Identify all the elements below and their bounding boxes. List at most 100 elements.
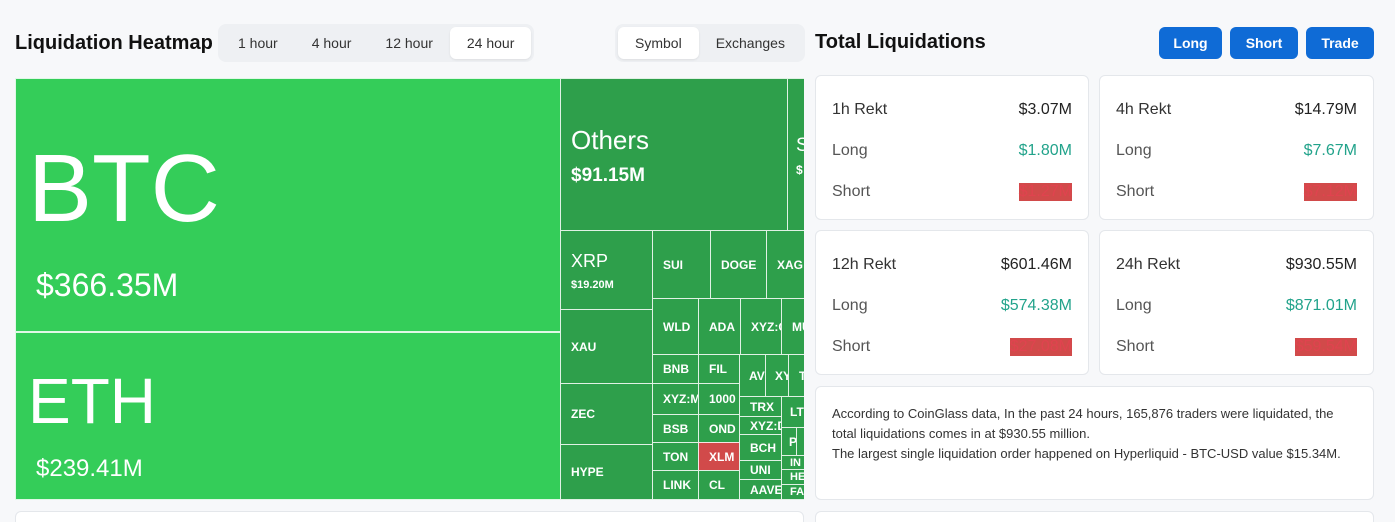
- tile-value: $366.35M: [36, 267, 179, 303]
- tile-symbol: DOGE: [721, 257, 757, 272]
- treemap-tile-aave[interactable]: AAVE: [739, 479, 782, 500]
- tile-value: $239.41M: [36, 455, 143, 482]
- tile-symbol: OND: [709, 421, 736, 436]
- tile-symbol: XYZ:C: [751, 319, 781, 334]
- treemap-tile-wld[interactable]: WLD: [652, 298, 699, 355]
- view-option-exchanges[interactable]: Exchanges: [715, 35, 785, 51]
- tile-value: $19.20M: [571, 279, 614, 291]
- card-long-label: Long: [1116, 142, 1152, 159]
- time-range-selector: 1 hour 4 hour 12 hour 24 hour: [218, 24, 535, 62]
- tile-symbol: IN: [790, 456, 801, 469]
- card-total: $601.46M: [1000, 256, 1072, 273]
- tile-symbol: WLD: [663, 319, 691, 334]
- treemap-tile-trx[interactable]: TRX: [739, 396, 782, 417]
- card-period: 1h Rekt: [832, 101, 888, 118]
- treemap-tile-doge[interactable]: DOGE: [710, 230, 767, 299]
- stats-card-12h: 12h Rekt $601.46M Long $574.38M Short $27.0…: [815, 230, 1089, 375]
- treemap-tile-p[interactable]: P: [781, 427, 797, 456]
- treemap-tile-link[interactable]: LINK: [652, 470, 699, 500]
- tile-symbol: MU: [792, 319, 804, 334]
- card-short-label: Short: [1116, 338, 1155, 355]
- trade-button[interactable]: Trade: [1306, 27, 1374, 59]
- tile-symbol: Others: [571, 125, 650, 155]
- tile-symbol: LTC: [790, 405, 804, 419]
- card-period: 24h Rekt: [1116, 256, 1181, 273]
- time-option-1h[interactable]: 1 hour: [238, 35, 278, 51]
- stats-card-4h: 4h Rekt $14.79M Long $7.67M Short $7.12M: [1099, 75, 1374, 220]
- summary-text-line1: According to CoinGlass data, In the past…: [832, 406, 1334, 441]
- treemap-tile-1000[interactable]: 1000: [698, 383, 740, 415]
- tile-symbol: XAG: [777, 257, 804, 272]
- view-mode-selector: Symbol Exchanges: [615, 24, 805, 62]
- time-option-12h[interactable]: 12 hour: [385, 35, 433, 51]
- treemap-tile-bnb[interactable]: BNB: [652, 354, 699, 384]
- treemap-tile-t[interactable]: T: [788, 354, 804, 397]
- card-short-value: $27.08M: [1009, 338, 1072, 356]
- tile-symbol: P: [789, 434, 797, 449]
- short-button[interactable]: Short: [1230, 27, 1298, 59]
- tile-symbol: BNB: [663, 362, 689, 376]
- summary-text-line2: The largest single liquidation order hap…: [832, 446, 1341, 461]
- tile-symbol: BTC: [28, 135, 220, 242]
- treemap-tile-xrp[interactable]: XRP $19.20M: [560, 230, 653, 310]
- treemap-tile-ton[interactable]: TON: [652, 442, 699, 471]
- time-option-4h[interactable]: 4 hour: [311, 35, 352, 51]
- tile-symbol: HE: [790, 471, 804, 483]
- treemap-tile-others[interactable]: Others $91.15M: [560, 78, 788, 231]
- treemap-tile-xyz-c[interactable]: XYZ:C: [740, 298, 782, 355]
- card-long-value: $574.38M: [1000, 297, 1072, 314]
- card-long-value: $871.01M: [1285, 297, 1357, 314]
- tile-symbol: TON: [663, 449, 689, 464]
- tile-symbol: SUI: [663, 257, 684, 272]
- card-total: $930.55M: [1285, 256, 1357, 273]
- tile-symbol: AAVE: [750, 482, 782, 497]
- tile-symbol: T: [799, 369, 804, 383]
- time-option-24h[interactable]: 24 hour: [449, 27, 532, 59]
- treemap-tile-ada[interactable]: ADA: [698, 298, 741, 355]
- treemap-tile-uni[interactable]: UNI: [739, 460, 782, 480]
- treemap-tile-hype[interactable]: HYPE: [560, 444, 653, 500]
- bottom-panel-left: [15, 511, 804, 522]
- treemap-tile-ltc[interactable]: LTC: [781, 396, 804, 428]
- treemap-tile-xlm[interactable]: XLM: [698, 442, 740, 471]
- treemap-tile-av[interactable]: AV: [739, 354, 766, 397]
- treemap-tile-cl[interactable]: CL: [698, 470, 740, 500]
- treemap-tile-mu[interactable]: MU: [781, 298, 804, 355]
- treemap-tile-p2[interactable]: [796, 427, 804, 456]
- treemap-tile-xau[interactable]: XAU: [560, 309, 653, 384]
- card-long-label: Long: [832, 297, 868, 314]
- treemap-tile-btc[interactable]: BTC $366.35M: [15, 78, 561, 332]
- bottom-panel-right: [815, 511, 1374, 522]
- tile-symbol: ETH: [28, 365, 156, 437]
- stats-card-24h: 24h Rekt $930.55M Long $871.01M Short $59.5…: [1099, 230, 1374, 375]
- treemap-tile-bch[interactable]: BCH: [739, 434, 782, 461]
- treemap-tile-xag[interactable]: XAG: [766, 230, 804, 299]
- card-short-label: Short: [832, 338, 871, 355]
- card-short-value: $1.27M: [1018, 183, 1072, 201]
- treemap-tile-fil[interactable]: FIL: [698, 354, 740, 384]
- treemap-tile-sui[interactable]: SUI: [652, 230, 711, 299]
- treemap-tile-ondo[interactable]: OND: [698, 414, 740, 443]
- treemap-tile-in[interactable]: IN: [781, 455, 804, 470]
- tile-symbol: FIL: [709, 362, 727, 376]
- card-long-value: $1.80M: [1018, 142, 1072, 159]
- treemap-tile-xyz-d[interactable]: XYZ:D: [739, 416, 782, 435]
- card-long-label: Long: [832, 142, 868, 159]
- tile-value: $: [796, 163, 803, 177]
- long-button[interactable]: Long: [1159, 27, 1222, 59]
- card-short-value: $59.54M: [1294, 338, 1357, 356]
- treemap-tile-xyz-m[interactable]: XYZ:M: [652, 383, 699, 415]
- treemap-tile-bsb[interactable]: BSB: [652, 414, 699, 443]
- treemap-tile-eth[interactable]: ETH $239.41M: [15, 332, 561, 500]
- tile-symbol: FA: [790, 486, 804, 498]
- liquidation-summary: According to CoinGlass data, In the past…: [815, 386, 1374, 500]
- tile-symbol: XLM: [709, 449, 735, 464]
- tile-symbol: ADA: [709, 319, 735, 334]
- treemap-tile-fa[interactable]: FA: [781, 484, 804, 500]
- treemap-tile-s[interactable]: S $: [787, 78, 804, 231]
- view-option-symbol[interactable]: Symbol: [618, 27, 699, 59]
- treemap-tile-xy[interactable]: XY: [765, 354, 789, 397]
- stats-card-1h: 1h Rekt $3.07M Long $1.80M Short $1.27M: [815, 75, 1089, 220]
- treemap-tile-zec[interactable]: ZEC: [560, 383, 653, 445]
- treemap-tile-he[interactable]: HE: [781, 469, 804, 485]
